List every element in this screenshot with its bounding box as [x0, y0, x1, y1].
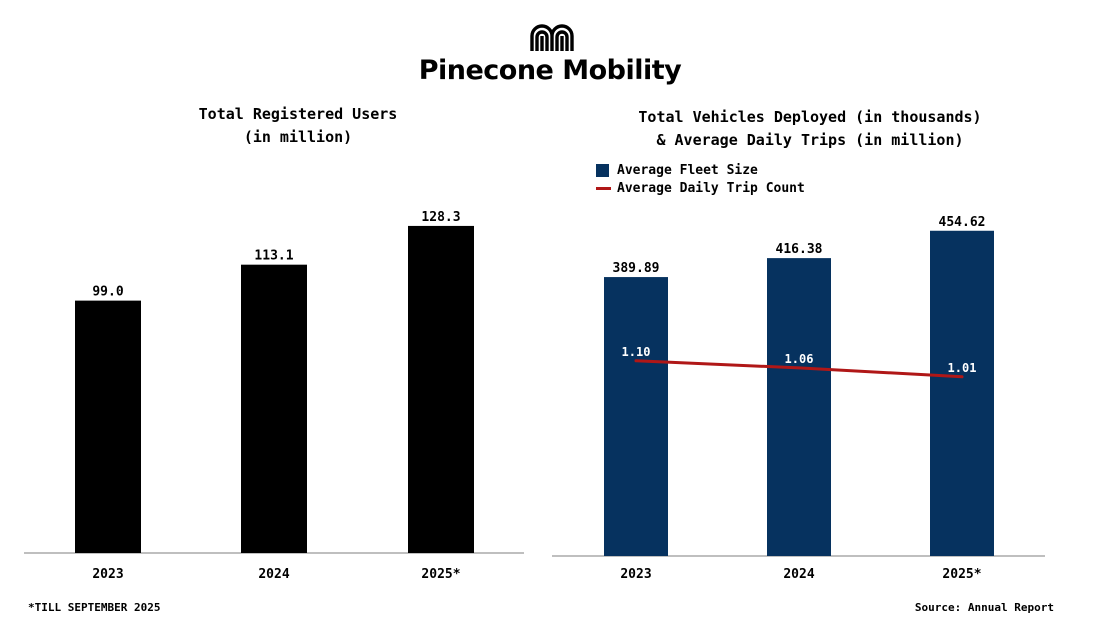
users-bar-2025 — [408, 225, 474, 553]
users-bar-2023 — [75, 300, 141, 553]
right-x-tick-2025: 2025* — [942, 567, 981, 582]
fleet-bar-2025 — [930, 230, 994, 556]
left-x-tick-2024: 2024 — [258, 567, 289, 582]
right-chart-title: Total Vehicles Deployed (in thousands) &… — [560, 106, 1060, 152]
users-value-label-2024: 113.1 — [254, 249, 293, 264]
daily-trips-line — [634, 359, 964, 379]
fleet-bar-2023 — [604, 277, 668, 556]
fleet-value-label-2024: 416.38 — [776, 242, 823, 257]
legend-item-fleet: Average Fleet Size — [596, 161, 805, 179]
mm-monogram-icon — [530, 24, 574, 51]
users-value-label-2025: 128.3 — [421, 210, 460, 225]
left-x-tick-2023: 2023 — [92, 567, 123, 582]
trips-value-label-2025: 1.01 — [948, 361, 977, 375]
fleet-value-label-2025: 454.62 — [939, 215, 986, 230]
brand-name: Pinecone Mobility — [418, 55, 682, 86]
right-x-tick-2024: 2024 — [783, 567, 814, 582]
legend-item-trips: Average Daily Trip Count — [596, 179, 805, 197]
right-x-tick-2023: 2023 — [620, 567, 651, 582]
footnote-till-september: *TILL SEPTEMBER 2025 — [28, 601, 161, 614]
users-value-label-2023: 99.0 — [92, 285, 123, 300]
left-x-tick-2025: 2025* — [421, 567, 460, 582]
right-chart-title-line-1: Total Vehicles Deployed (in thousands) — [638, 108, 982, 126]
legend-swatch-trips — [596, 186, 611, 190]
legend-label-fleet: Average Fleet Size — [617, 162, 758, 178]
trips-value-label-2024: 1.06 — [785, 352, 814, 366]
left-chart-title-line-2: (in million) — [243, 128, 353, 146]
chart-legend: Average Fleet Size Average Daily Trip Co… — [596, 161, 805, 197]
left-chart-title-line-1: Total Registered Users — [198, 105, 398, 123]
legend-swatch-fleet — [596, 163, 609, 177]
trips-value-label-2023: 1.10 — [622, 345, 651, 359]
footnote-source: Source: Annual Report — [914, 601, 1054, 614]
legend-label-trips: Average Daily Trip Count — [617, 180, 805, 196]
fleet-value-label-2023: 389.89 — [613, 261, 660, 276]
left-chart-title: Total Registered Users (in million) — [98, 103, 498, 149]
fleet-bar-2024 — [767, 258, 831, 556]
right-chart-title-line-2: & Average Daily Trips (in million) — [656, 131, 964, 149]
users-bar-2024 — [241, 264, 307, 553]
